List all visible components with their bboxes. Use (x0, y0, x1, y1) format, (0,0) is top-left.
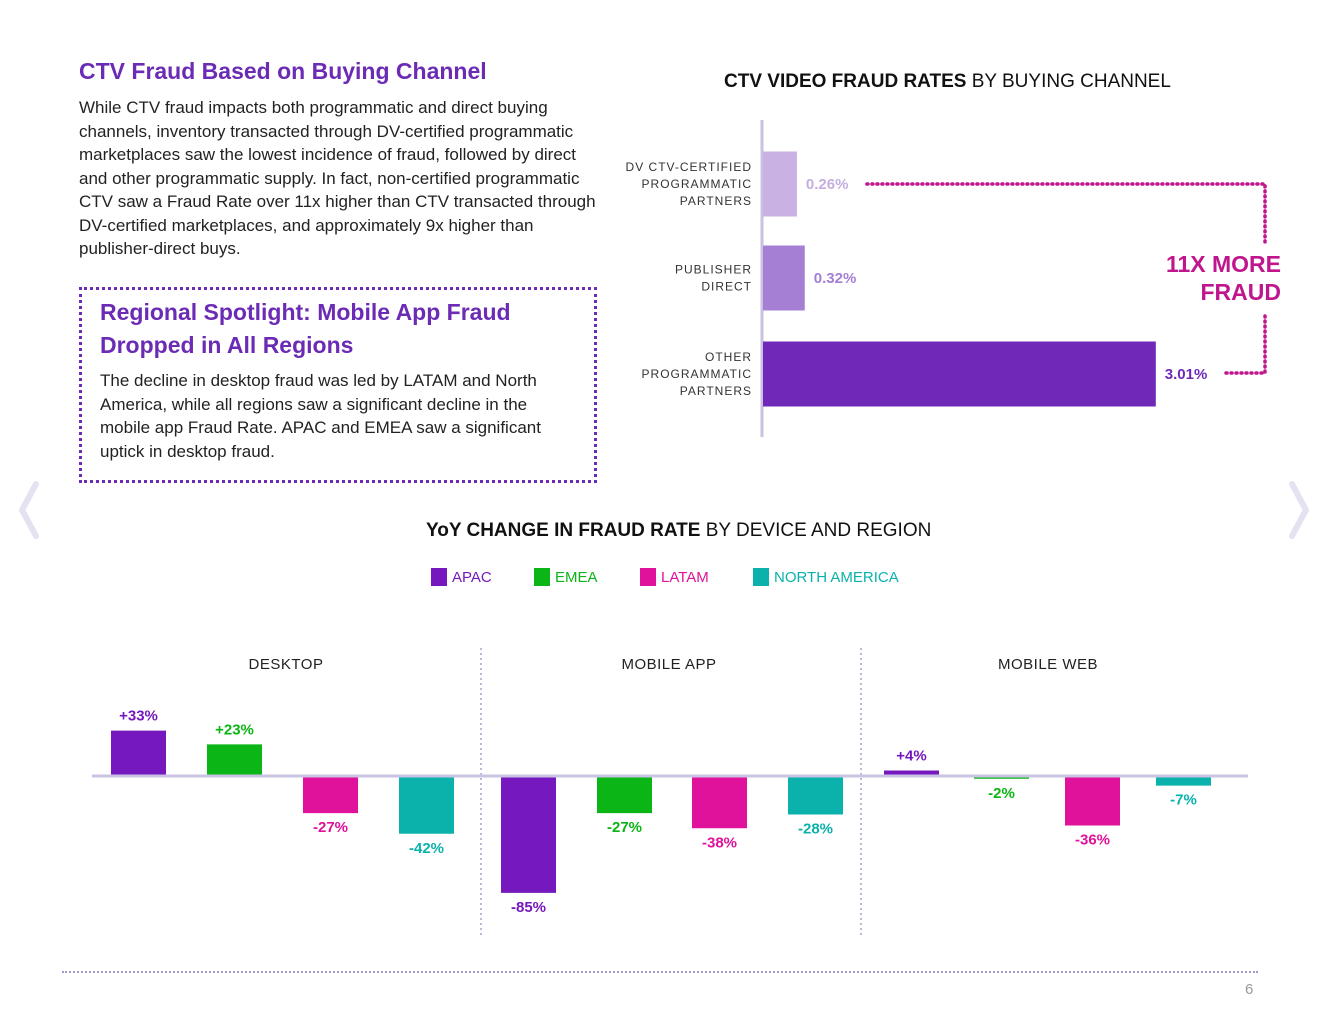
legend-label-apac: APAC (452, 568, 492, 586)
yoy-value-label: +23% (215, 721, 254, 738)
yoy-bar-apac (501, 776, 556, 893)
legend-label-emea: EMEA (555, 568, 598, 586)
legend-swatch-latam (640, 568, 656, 586)
legend-swatch-north-america (753, 568, 769, 586)
legend-label-north-america: NORTH AMERICA (774, 568, 899, 586)
yoy-bar-apac (884, 770, 939, 776)
legend-swatch-emea (534, 568, 550, 586)
yoy-value-label: -85% (511, 899, 546, 916)
fraud-rate-category-label: PROGRAMMATIC (642, 177, 752, 191)
yoy-chart-title: YoY CHANGE IN FRAUD RATE BY DEVICE AND R… (426, 520, 931, 542)
yoy-title-bold: YoY CHANGE IN FRAUD RATE (426, 520, 701, 541)
chevron-left-icon[interactable] (16, 480, 40, 540)
intro-title: CTV Fraud Based on Buying Channel (79, 58, 487, 84)
fraud-rates-chart: 0.26% DV CTV-CERTIFIED PROGRAMMATIC PARTNER… (626, 120, 1282, 437)
yoy-value-label: -2% (988, 785, 1015, 802)
yoy-value-label: -28% (798, 821, 833, 838)
legend-item-north-america: NORTH AMERICA (753, 568, 899, 586)
panel-label-mobile-web: MOBILE WEB (997, 656, 1099, 673)
yoy-bar-latam (303, 776, 358, 814)
yoy-bar-latam (1065, 776, 1120, 826)
callout-bracket-bottom (1224, 314, 1267, 375)
callout-annotation-text: FRAUD (1201, 279, 1282, 305)
spotlight-body: The decline in desktop fraud was led by … (100, 371, 541, 461)
yoy-value-label: +33% (119, 708, 158, 725)
spotlight-title: Regional Spotlight: Mobile App Fraud Dro… (100, 299, 511, 358)
yoy-bar-latam (692, 776, 747, 829)
legend-label-latam: LATAM (661, 568, 709, 586)
panel-label-desktop: DESKTOP (248, 656, 324, 673)
yoy-value-label: -27% (607, 819, 642, 836)
fraud-rate-bar (763, 151, 797, 217)
fraud-rate-category-label: OTHER (705, 350, 752, 364)
yoy-value-label: -42% (409, 840, 444, 857)
yoy-value-label: -7% (1170, 792, 1197, 809)
fraud-rate-value-label: 0.26% (806, 176, 849, 193)
panel-label-mobile-app: MOBILE APP (621, 656, 717, 673)
legend-item-latam: LATAM (640, 568, 709, 586)
spotlight-box (79, 287, 597, 483)
yoy-value-label: -38% (702, 834, 737, 851)
fraud-rate-bar (763, 341, 1156, 407)
fraud-rate-category-label: DV CTV-CERTIFIED (626, 160, 752, 174)
fraud-rates-title-rest: BY BUYING CHANNEL (966, 71, 1171, 92)
yoy-bar-emea (597, 776, 652, 814)
yoy-value-label: -36% (1075, 832, 1110, 849)
yoy-chart: +33% -85% +4% +23% -27% -2% -27% -38% -36% -42% -2… (92, 648, 1248, 936)
fraud-rate-category-label: PARTNERS (680, 194, 752, 208)
fraud-rate-value-label: 3.01% (1165, 366, 1208, 383)
fraud-rates-chart-title: CTV VIDEO FRAUD RATES BY BUYING CHANNEL (724, 71, 1171, 93)
yoy-bar-north-america (788, 776, 843, 815)
yoy-value-label: +4% (896, 748, 926, 765)
fraud-rate-category-label: PROGRAMMATIC (642, 367, 752, 381)
fraud-rate-bar (763, 245, 805, 311)
yoy-value-label: -27% (313, 819, 348, 836)
callout-annotation-text: 11X MORE (1166, 251, 1281, 277)
fraud-rate-category-label: DIRECT (701, 280, 752, 294)
page-number: 6 (1245, 981, 1254, 998)
legend-item-emea: EMEA (534, 568, 598, 586)
yoy-bar-north-america (1156, 776, 1211, 786)
footer-divider (62, 971, 1258, 973)
legend-item-apac: APAC (431, 568, 492, 586)
chevron-right-icon[interactable] (1288, 480, 1312, 540)
yoy-title-rest: BY DEVICE AND REGION (700, 520, 932, 541)
callout-bracket-top (865, 182, 1267, 244)
fraud-rate-category-label: PUBLISHER (675, 263, 752, 277)
fraud-rate-value-label: 0.32% (814, 270, 857, 287)
fraud-rate-category-label: PARTNERS (680, 384, 752, 398)
yoy-bar-north-america (399, 776, 454, 834)
yoy-bar-emea (207, 744, 262, 776)
legend-swatch-apac (431, 568, 447, 586)
intro-body: While CTV fraud impacts both programmati… (79, 98, 596, 258)
yoy-bar-apac (111, 730, 166, 776)
fraud-rates-title-bold: CTV VIDEO FRAUD RATES (724, 71, 967, 92)
